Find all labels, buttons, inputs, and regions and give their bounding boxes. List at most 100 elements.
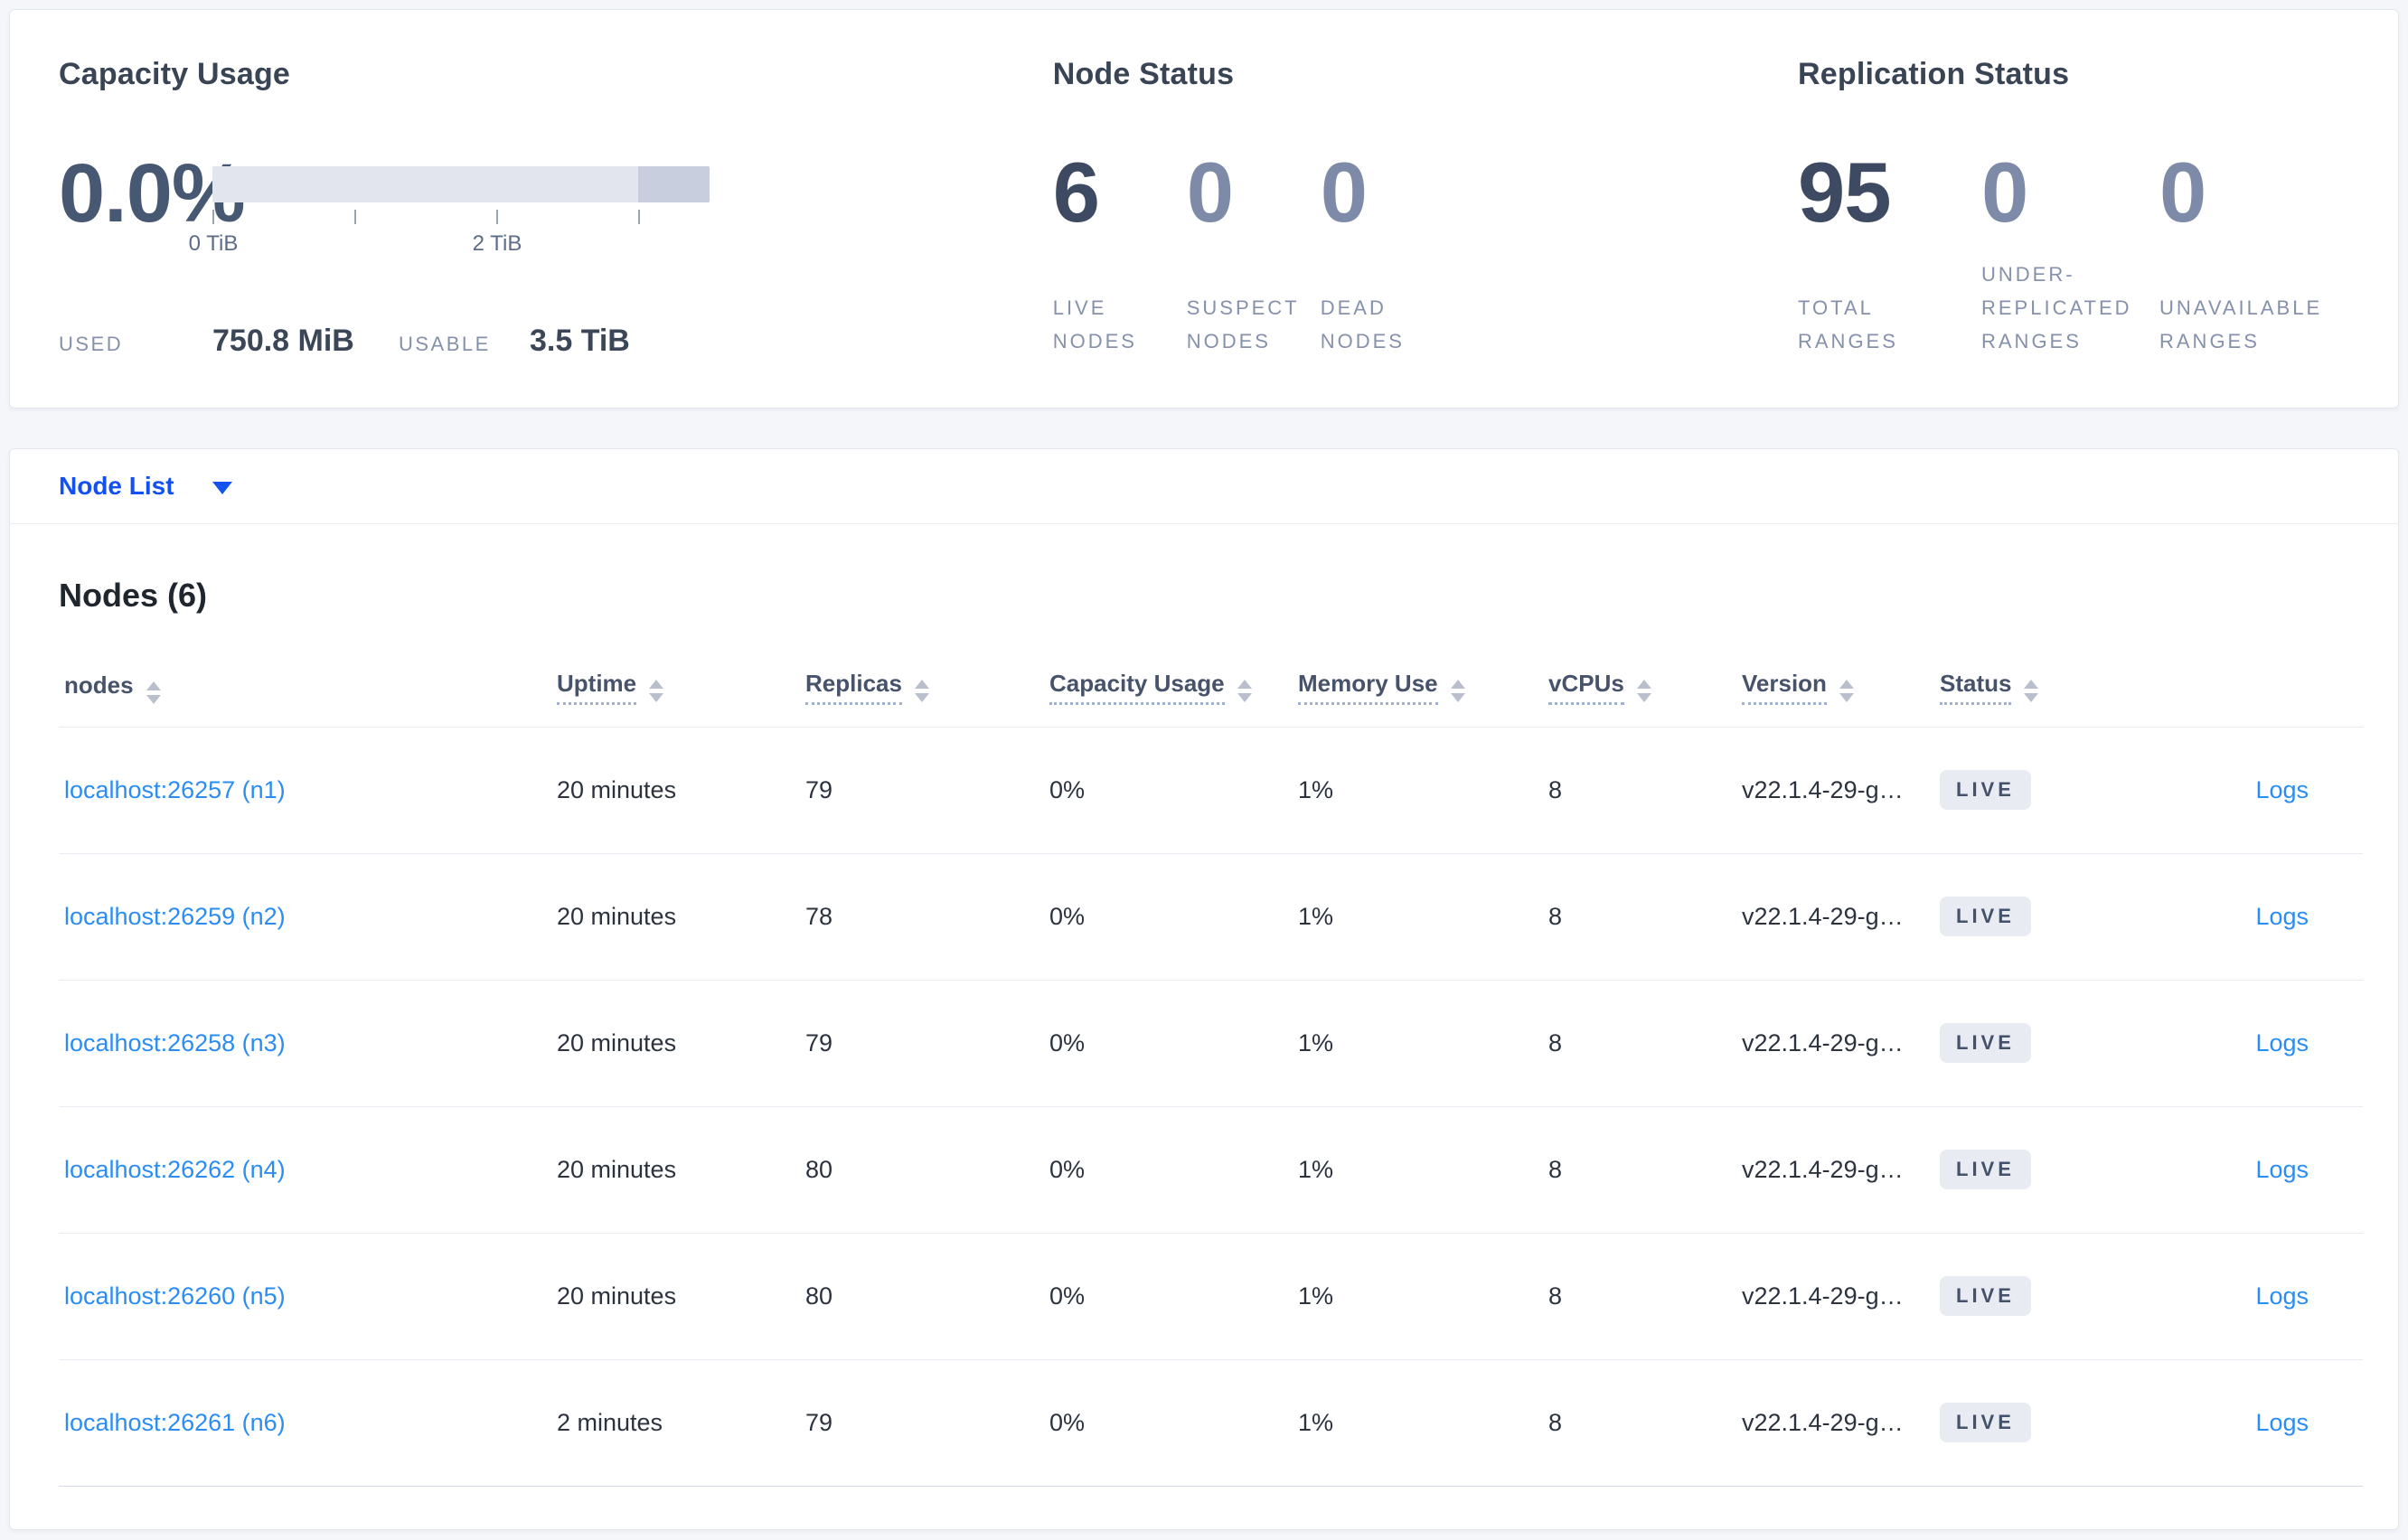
node-address-link[interactable]: localhost:26259 (n2) <box>64 902 286 930</box>
capacity-cell: 0% <box>1044 1359 1293 1487</box>
node-status-panel: Node Status 6 LIVE NODES 0 SUSPECT NODES… <box>1053 57 1798 359</box>
unavailable-count: 0 <box>2159 145 2206 239</box>
node-address-link[interactable]: localhost:26257 (n1) <box>64 775 286 803</box>
sort-icon <box>1237 680 1252 703</box>
capacity-cell: 0% <box>1044 1233 1293 1360</box>
sort-icon <box>1636 680 1651 703</box>
capacity-cell: 0% <box>1044 1106 1293 1234</box>
total-ranges-metric: 95 TOTAL RANGES <box>1798 128 1981 359</box>
uptime-cell: 20 minutes <box>551 853 800 981</box>
column-header-uptime[interactable]: Uptime <box>551 649 800 728</box>
logs-link[interactable]: Logs <box>2255 775 2309 803</box>
status-cell: LIVE <box>1934 1106 2160 1234</box>
status-badge: LIVE <box>1940 1276 2031 1316</box>
logs-link[interactable]: Logs <box>2255 1155 2309 1183</box>
column-header-replicas[interactable]: Replicas <box>800 649 1044 728</box>
logs-cell: Logs <box>2160 1359 2363 1487</box>
axis-tick <box>354 210 356 224</box>
version-cell: v22.1.4-29-g… <box>1736 727 1934 854</box>
column-header-status[interactable]: Status <box>1934 649 2160 728</box>
version-cell: v22.1.4-29-g… <box>1736 853 1934 981</box>
table-row: localhost:26260 (n5) 20 minutes 80 0% 1%… <box>59 1233 2363 1360</box>
uptime-cell: 20 minutes <box>551 727 800 854</box>
status-badge: LIVE <box>1940 1403 2031 1442</box>
usable-label: USABLE <box>399 333 491 355</box>
column-header-vcpus[interactable]: vCPUs <box>1543 649 1736 728</box>
suspect-nodes-count: 0 <box>1186 145 1234 239</box>
under-replicated-count: 0 <box>1981 145 2028 239</box>
logs-cell: Logs <box>2160 1106 2363 1234</box>
table-header-row: nodes Uptime Replicas Capacity Usage Mem <box>59 649 2363 728</box>
node-status-metrics: 6 LIVE NODES 0 SUSPECT NODES 0 DEAD NODE… <box>1053 128 1798 359</box>
column-header-capacity-usage[interactable]: Capacity Usage <box>1044 649 1293 728</box>
node-list-dropdown[interactable]: Node List <box>59 472 174 500</box>
column-header-logs-spacer <box>2160 649 2363 728</box>
vcpus-cell: 8 <box>1543 980 1736 1107</box>
dead-nodes-count: 0 <box>1320 145 1368 239</box>
logs-cell: Logs <box>2160 1233 2363 1360</box>
capacity-axis-ticks <box>212 210 710 226</box>
replicas-cell: 79 <box>800 980 1044 1107</box>
nodes-section-heading: Nodes (6) <box>59 577 208 614</box>
suspect-nodes-metric: 0 SUSPECT NODES <box>1187 128 1321 359</box>
live-nodes-count: 6 <box>1052 145 1100 239</box>
replicas-cell: 79 <box>800 1359 1044 1487</box>
node-address-link[interactable]: localhost:26260 (n5) <box>64 1282 286 1310</box>
nodes-table: nodes Uptime Replicas Capacity Usage Mem <box>59 649 2363 1487</box>
chevron-down-icon[interactable] <box>212 482 232 494</box>
replicas-cell: 78 <box>800 853 1044 981</box>
sort-icon <box>146 681 161 704</box>
version-cell: v22.1.4-29-g… <box>1736 980 1934 1107</box>
usable-value: 3.5 TiB <box>530 324 630 358</box>
node-address-link[interactable]: localhost:26261 (n6) <box>64 1408 286 1436</box>
memory-cell: 1% <box>1293 980 1543 1107</box>
node-address-link[interactable]: localhost:26258 (n3) <box>64 1028 286 1056</box>
status-cell: LIVE <box>1934 853 2160 981</box>
axis-label-0tib: 0 TiB <box>188 231 239 256</box>
logs-cell: Logs <box>2160 853 2363 981</box>
capacity-bar-reserved-segment <box>638 166 710 202</box>
memory-cell: 1% <box>1293 1359 1543 1487</box>
replicas-cell: 80 <box>800 1106 1044 1234</box>
sort-icon <box>649 680 664 703</box>
used-label: USED <box>59 333 124 355</box>
vcpus-cell: 8 <box>1543 1359 1736 1487</box>
uptime-cell: 2 minutes <box>551 1359 800 1487</box>
under-replicated-label: UNDER-REPLICATED RANGES <box>1981 263 2132 353</box>
memory-cell: 1% <box>1293 853 1543 981</box>
uptime-cell: 20 minutes <box>551 980 800 1107</box>
capacity-axis-labels: 0 TiB 2 TiB <box>189 231 710 258</box>
status-badge: LIVE <box>1940 897 2031 936</box>
vcpus-cell: 8 <box>1543 853 1736 981</box>
capacity-percent-value: 0.0% <box>59 147 246 239</box>
live-nodes-metric: 6 LIVE NODES <box>1053 128 1187 359</box>
capacity-usage-title: Capacity Usage <box>59 57 291 91</box>
under-replicated-ranges-metric: 0 UNDER-REPLICATED RANGES <box>1981 128 2159 359</box>
capacity-cell: 0% <box>1044 980 1293 1107</box>
logs-link[interactable]: Logs <box>2255 1282 2309 1310</box>
node-status-title: Node Status <box>1052 57 1235 91</box>
column-header-memory-use[interactable]: Memory Use <box>1293 649 1543 728</box>
uptime-cell: 20 minutes <box>551 1106 800 1234</box>
logs-link[interactable]: Logs <box>2255 1028 2309 1056</box>
total-ranges-label: TOTAL RANGES <box>1798 296 1898 353</box>
dead-nodes-metric: 0 DEAD NODES <box>1321 128 1465 359</box>
memory-cell: 1% <box>1293 1106 1543 1234</box>
logs-link[interactable]: Logs <box>2255 902 2309 930</box>
node-address-link[interactable]: localhost:26262 (n4) <box>64 1155 286 1183</box>
axis-tick <box>638 210 640 224</box>
memory-cell: 1% <box>1293 1233 1543 1360</box>
status-badge: LIVE <box>1940 770 2031 810</box>
uptime-cell: 20 minutes <box>551 1233 800 1360</box>
table-row: localhost:26257 (n1) 20 minutes 79 0% 1%… <box>59 727 2363 854</box>
column-header-nodes[interactable]: nodes <box>59 649 551 728</box>
status-badge: LIVE <box>1940 1150 2031 1189</box>
unavailable-label: UNAVAILABLE RANGES <box>2159 296 2323 353</box>
table-row: localhost:26261 (n6) 2 minutes 79 0% 1% … <box>59 1359 2363 1487</box>
logs-cell: Logs <box>2160 980 2363 1107</box>
table-row: localhost:26258 (n3) 20 minutes 79 0% 1%… <box>59 980 2363 1107</box>
logs-link[interactable]: Logs <box>2255 1408 2309 1436</box>
status-cell: LIVE <box>1934 1359 2160 1487</box>
status-cell: LIVE <box>1934 1233 2160 1360</box>
column-header-version[interactable]: Version <box>1736 649 1934 728</box>
